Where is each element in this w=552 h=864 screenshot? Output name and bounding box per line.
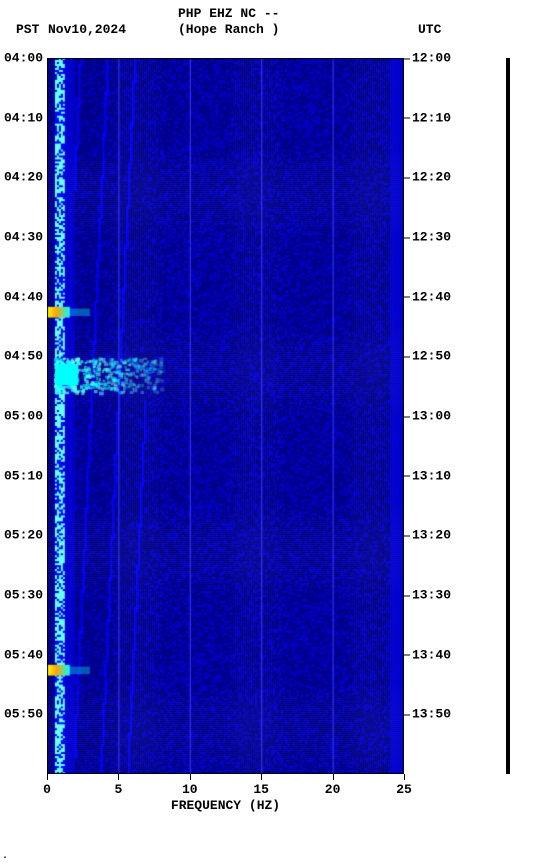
y-left-tick: 04:50	[4, 349, 47, 364]
x-axis-title: FREQUENCY (HZ)	[47, 798, 404, 813]
spectrogram-canvas	[47, 58, 404, 774]
y-right-tick: 13:00	[404, 409, 451, 424]
y-right-tick: 13:30	[404, 588, 451, 603]
y-right-tick: 12:40	[404, 289, 451, 304]
x-tick-label: 15	[253, 782, 269, 797]
x-tick	[118, 774, 119, 780]
x-tick	[404, 774, 405, 780]
y-right-tick: 12:30	[404, 230, 451, 245]
x-tick-label: 20	[325, 782, 341, 797]
x-tick-label: 25	[396, 782, 412, 797]
x-tick	[47, 774, 48, 780]
station-line2: (Hope Ranch )	[178, 22, 279, 37]
y-left-tick: 05:50	[4, 707, 47, 722]
y-left-tick: 04:20	[4, 170, 47, 185]
x-tick	[261, 774, 262, 780]
y-right-tick: 12:00	[404, 51, 451, 66]
header: PST Nov10,2024 PHP EHZ NC -- (Hope Ranch…	[0, 0, 552, 40]
y-right-tick: 12:10	[404, 110, 451, 125]
y-left-tick: 04:30	[4, 230, 47, 245]
left-timezone-label: PST	[16, 22, 39, 37]
y-left-tick: 04:10	[4, 110, 47, 125]
right-timezone-label: UTC	[418, 22, 441, 37]
y-right-tick: 13:20	[404, 528, 451, 543]
y-right-tick: 13:50	[404, 707, 451, 722]
x-tick-label: 0	[43, 782, 51, 797]
x-tick	[190, 774, 191, 780]
y-right-tick: 13:40	[404, 647, 451, 662]
y-right-tick: 12:20	[404, 170, 451, 185]
date-label: Nov10,2024	[48, 22, 126, 37]
x-tick	[333, 774, 334, 780]
station-line1: PHP EHZ NC --	[178, 6, 279, 21]
y-left-tick: 05:20	[4, 528, 47, 543]
y-left-tick: 05:00	[4, 409, 47, 424]
figure-container: PST Nov10,2024 PHP EHZ NC -- (Hope Ranch…	[0, 0, 552, 864]
x-tick-label: 10	[182, 782, 198, 797]
y-right-tick: 13:10	[404, 468, 451, 483]
colorbar	[506, 58, 510, 774]
y-right-tick: 12:50	[404, 349, 451, 364]
corner-mark: .	[2, 851, 8, 862]
y-left-tick: 05:40	[4, 647, 47, 662]
y-left-tick: 04:00	[4, 51, 47, 66]
spectrogram-plot: 04:0004:1004:2004:3004:4004:5005:0005:10…	[47, 58, 404, 774]
y-left-tick: 05:30	[4, 588, 47, 603]
x-tick-label: 5	[114, 782, 122, 797]
y-left-tick: 05:10	[4, 468, 47, 483]
y-left-tick: 04:40	[4, 289, 47, 304]
